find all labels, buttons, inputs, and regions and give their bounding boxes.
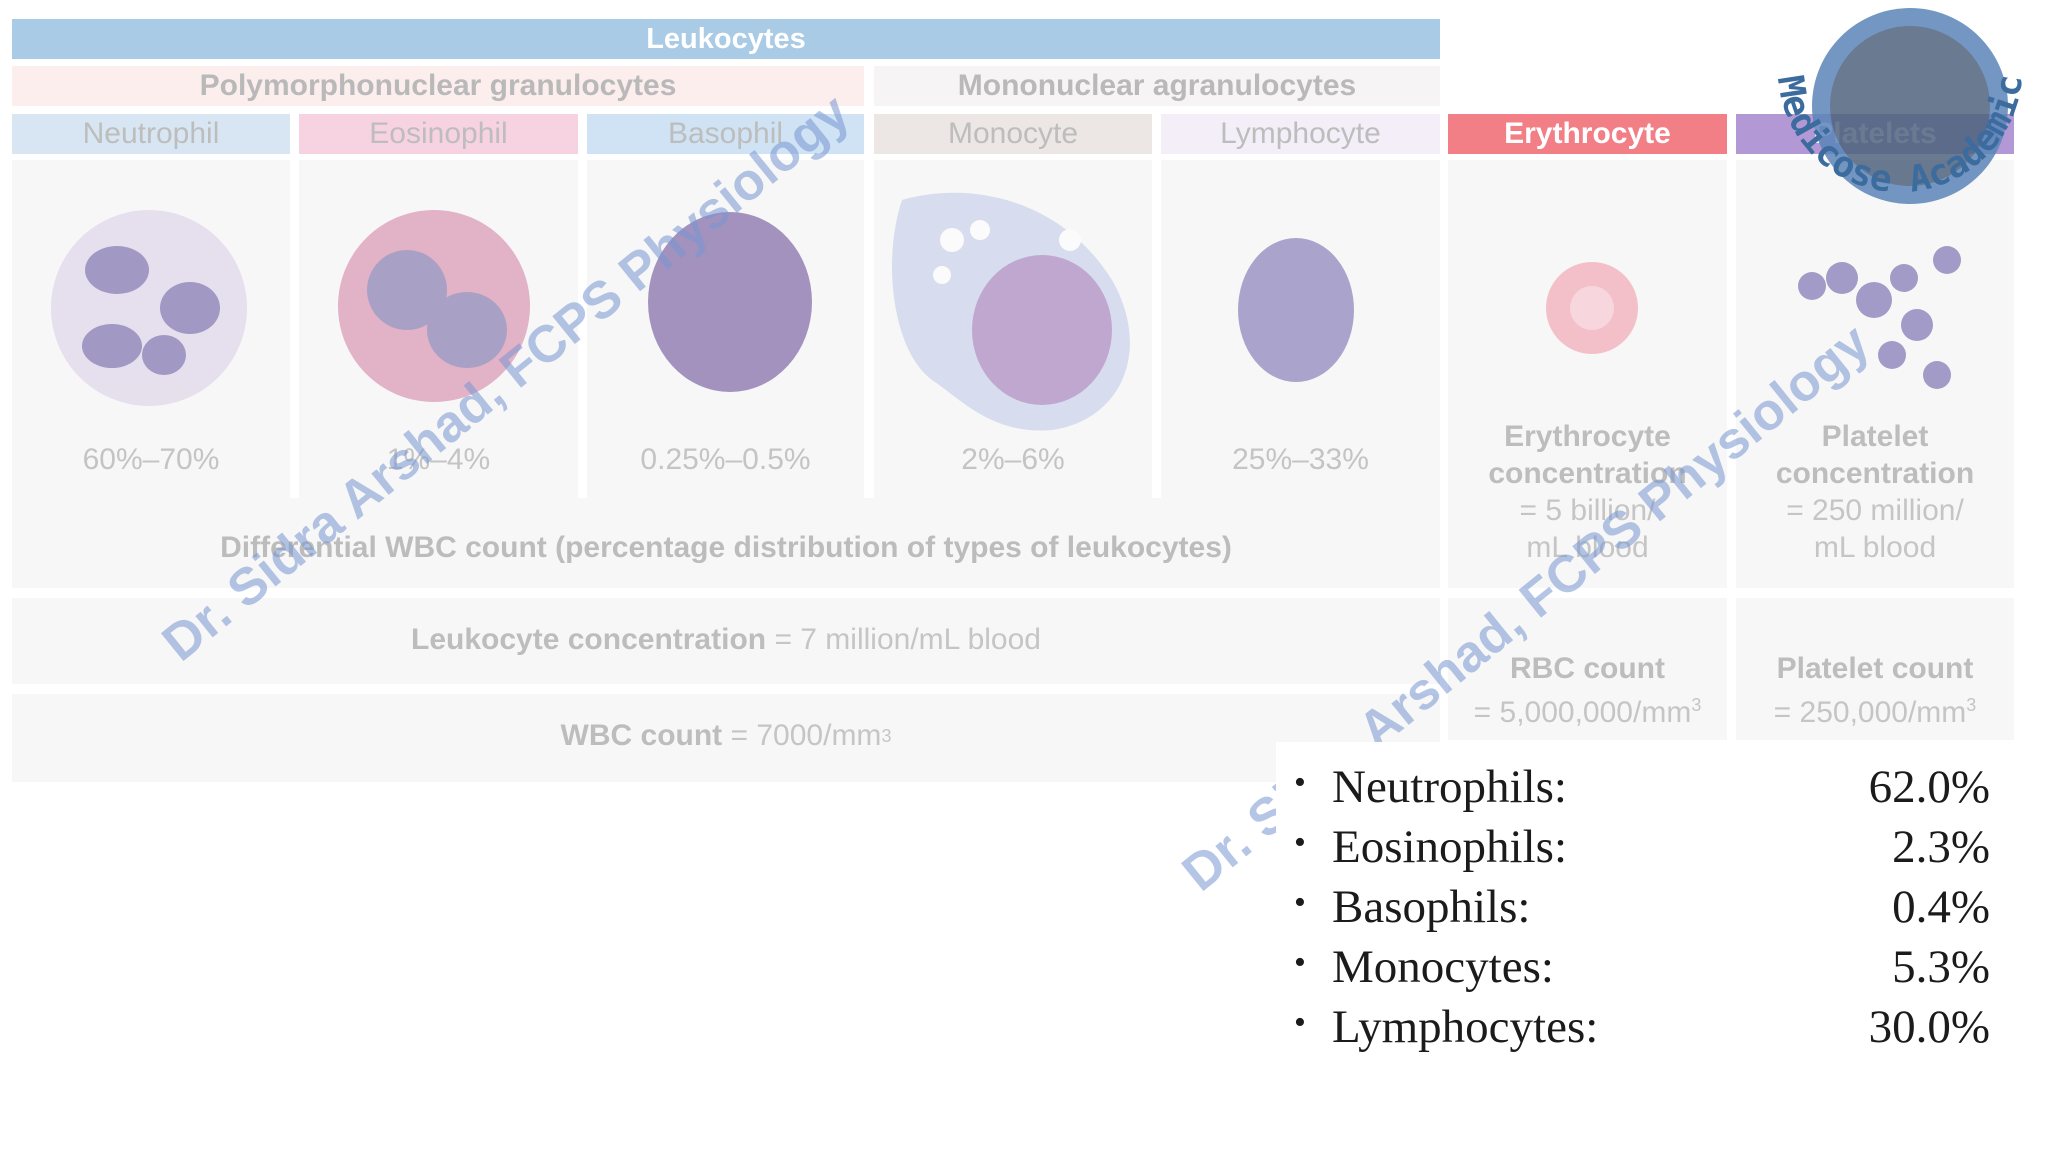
differential-list: • Neutrophils: 62.0% • Eosinophils: 2.3%… bbox=[1276, 742, 2016, 1062]
platelet-count-label: Platelet count bbox=[1776, 652, 1974, 685]
neutrophil-header: Neutrophil bbox=[12, 114, 290, 154]
erythrocyte-header: Erythrocyte bbox=[1448, 114, 1727, 154]
leukocyte-concentration-value: = 7 million/mL blood bbox=[774, 623, 1041, 656]
cell-illustrations bbox=[51, 192, 1961, 431]
platelet-concentration: Platelet concentration = 250 million/ mL… bbox=[1736, 418, 2014, 566]
list-item: • Neutrophils: 62.0% bbox=[1294, 760, 1994, 820]
list-item-name: Basophils: bbox=[1332, 881, 1531, 933]
erythrocyte-conc-value-1: = 5 billion/ bbox=[1519, 494, 1656, 527]
leukocyte-concentration-label: Leukocyte concentration bbox=[411, 623, 767, 656]
platelet-conc-label-1: Platelet bbox=[1821, 420, 1929, 453]
lymphocyte-percent: 25%–33% bbox=[1232, 443, 1369, 476]
wbc-count-label: WBC count bbox=[560, 719, 723, 752]
platelet-count-sup: 3 bbox=[1966, 695, 1977, 715]
bullet-icon: • bbox=[1294, 764, 1306, 801]
bullet-icon: • bbox=[1294, 1004, 1306, 1041]
list-item-value: 30.0% bbox=[1868, 1001, 1990, 1053]
wbc-count-value: = 7000/mm bbox=[730, 719, 882, 752]
list-item-name: Lymphocytes: bbox=[1332, 1001, 1599, 1053]
lymphocyte-image bbox=[1238, 238, 1354, 382]
list-item-value: 5.3% bbox=[1892, 941, 1990, 993]
erythrocyte-panel bbox=[1448, 160, 1727, 588]
platelet-count: Platelet count = 250,000/mm3 bbox=[1736, 650, 2014, 731]
basophil-percent: 0.25%–0.5% bbox=[640, 443, 811, 476]
mononuclear-header: Mononuclear agranulocytes bbox=[874, 66, 1440, 106]
list-item: • Lymphocytes: 30.0% bbox=[1294, 1000, 1994, 1060]
lymphocyte-header: Lymphocyte bbox=[1161, 114, 1440, 154]
erythrocyte-conc-label-2: concentration bbox=[1488, 457, 1687, 490]
rbc-count-panel bbox=[1448, 598, 1727, 740]
wbc-count-sup: 3 bbox=[881, 725, 892, 746]
logo-text-arc: Medicose Academics bbox=[1760, 40, 2030, 201]
neutrophil-percent: 60%–70% bbox=[82, 443, 220, 476]
bullet-icon: • bbox=[1294, 884, 1306, 921]
wbc-count: WBC count = 7000/mm 3 bbox=[12, 716, 1440, 756]
erythrocyte-conc-value-2: mL blood bbox=[1526, 531, 1649, 564]
rbc-count: RBC count = 5,000,000/mm3 bbox=[1448, 650, 1727, 731]
monocyte-percent: 2%–6% bbox=[961, 443, 1065, 476]
platelet-conc-value-2: mL blood bbox=[1813, 531, 1937, 564]
platelet-conc-value-1: = 250 million/ bbox=[1786, 494, 1964, 527]
polymorphonuclear-header: Polymorphonuclear granulocytes bbox=[12, 66, 864, 106]
basophil-image bbox=[648, 212, 812, 392]
monocyte-header: Monocyte bbox=[874, 114, 1152, 154]
list-item-value: 62.0% bbox=[1868, 761, 1990, 813]
basophil-header: Basophil bbox=[587, 114, 864, 154]
list-item-name: Monocytes: bbox=[1332, 941, 1554, 993]
list-item: • Eosinophils: 2.3% bbox=[1294, 820, 1994, 880]
logo-text-path: Medicose Academics bbox=[1760, 40, 2030, 201]
erythrocyte-concentration: Erythrocyte concentration = 5 billion/ m… bbox=[1448, 418, 1727, 566]
platelets-image bbox=[1798, 246, 1961, 389]
wbc-count-panel bbox=[12, 694, 1440, 782]
medicose-academics-logo bbox=[1812, 8, 2008, 204]
list-item-name: Neutrophils: bbox=[1332, 761, 1567, 813]
erythrocyte-image bbox=[1546, 262, 1638, 354]
list-item-name: Eosinophils: bbox=[1332, 821, 1568, 873]
rbc-count-label: RBC count bbox=[1510, 652, 1665, 685]
platelet-panel bbox=[1736, 160, 2014, 588]
logo-person-icon bbox=[1830, 26, 1990, 186]
list-item-value: 0.4% bbox=[1892, 881, 1990, 933]
platelet-conc-label-2: concentration bbox=[1775, 457, 1975, 490]
list-item: • Monocytes: 5.3% bbox=[1294, 940, 1994, 1000]
differential-caption: Differential WBC count (percentage distr… bbox=[220, 531, 1232, 564]
list-item-value: 2.3% bbox=[1892, 821, 1990, 873]
leukocytes-banner: Leukocytes bbox=[12, 19, 1440, 59]
eosinophil-header: Eosinophil bbox=[299, 114, 578, 154]
erythrocyte-conc-label-1: Erythrocyte bbox=[1504, 420, 1671, 453]
bullet-icon: • bbox=[1294, 824, 1306, 861]
platelet-count-value: = 250,000/mm bbox=[1773, 696, 1967, 729]
eosinophil-image bbox=[338, 210, 530, 402]
logo-text: Medicose Academics bbox=[1760, 40, 2030, 201]
differential-panel bbox=[12, 498, 1440, 588]
bullet-icon: • bbox=[1294, 944, 1306, 981]
list-item: • Basophils: 0.4% bbox=[1294, 880, 1994, 940]
rbc-count-value: = 5,000,000/mm bbox=[1473, 696, 1692, 729]
leukocyte-concentration: Leukocyte concentration = 7 million/mL b… bbox=[12, 620, 1440, 660]
rbc-count-sup: 3 bbox=[1691, 695, 1702, 715]
monocyte-image bbox=[892, 192, 1130, 431]
leukocyte-concentration-panel bbox=[12, 598, 1440, 684]
neutrophil-image bbox=[51, 210, 247, 406]
eosinophil-percent: 1%–4% bbox=[386, 443, 491, 476]
platelet-count-panel bbox=[1736, 598, 2014, 740]
